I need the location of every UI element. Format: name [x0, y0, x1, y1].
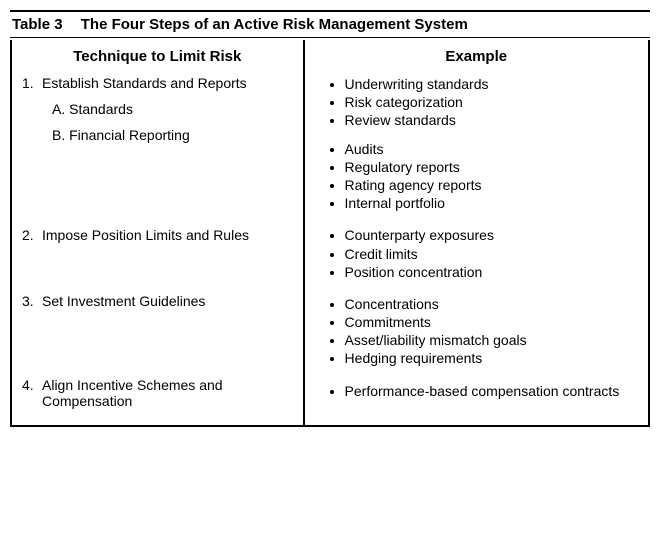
example-item: Performance-based compensation contracts [345, 382, 638, 400]
item-text: Set Investment Guidelines [42, 293, 293, 309]
example-item: Underwriting standards [345, 75, 638, 93]
example-list: Concentrations Commitments Asset/liabili… [315, 295, 638, 368]
example-item: Risk categorization [345, 93, 638, 111]
item-number: 3. [22, 293, 42, 309]
row-2-right: Counterparty exposures Credit limits Pos… [315, 226, 638, 281]
column-technique: Technique to Limit Risk 1. Establish Sta… [12, 40, 305, 425]
example-item: Counterparty exposures [345, 226, 638, 244]
example-list: Underwriting standards Risk categorizati… [315, 75, 638, 130]
row-4-left: 4. Align Incentive Schemes and Compensat… [22, 377, 293, 409]
table-container: Table 3 The Four Steps of an Active Risk… [10, 10, 650, 427]
example-list: Audits Regulatory reports Rating agency … [315, 140, 638, 213]
sub-a: A. Standards [52, 101, 293, 117]
example-item: Credit limits [345, 245, 638, 263]
example-item: Review standards [345, 111, 638, 129]
example-item: Position concentration [345, 263, 638, 281]
example-item: Rating agency reports [345, 176, 638, 194]
item-number: 1. [22, 75, 42, 91]
example-item: Regulatory reports [345, 158, 638, 176]
item-text: Align Incentive Schemes and Compensation [42, 377, 293, 409]
header-example: Example [315, 48, 638, 65]
example-item: Internal portfolio [345, 194, 638, 212]
example-item: Hedging requirements [345, 349, 638, 367]
row-3-right: Concentrations Commitments Asset/liabili… [315, 295, 638, 368]
header-technique: Technique to Limit Risk [22, 48, 293, 65]
item-text: Impose Position Limits and Rules [42, 227, 293, 243]
item-text: Establish Standards and Reports [42, 75, 293, 91]
example-list: Performance-based compensation contracts [315, 382, 638, 400]
column-example: Example Underwriting standards Risk cate… [305, 40, 648, 425]
table-number: Table 3 [12, 16, 63, 33]
row-1-left: 1. Establish Standards and Reports A. St… [22, 75, 293, 213]
row-1-right: Underwriting standards Risk categorizati… [315, 75, 638, 212]
example-item: Concentrations [345, 295, 638, 313]
table-title: The Four Steps of an Active Risk Managem… [81, 16, 468, 33]
item-number: 4. [22, 377, 42, 409]
item-number: 2. [22, 227, 42, 243]
example-item: Asset/liability mismatch goals [345, 331, 638, 349]
technique-item: 1. Establish Standards and Reports [22, 75, 293, 91]
technique-item: 3. Set Investment Guidelines [22, 293, 293, 309]
sub-b: B. Financial Reporting [52, 127, 293, 143]
row-2-left: 2. Impose Position Limits and Rules [22, 227, 293, 279]
table-grid: Technique to Limit Risk 1. Establish Sta… [10, 40, 650, 427]
example-item: Commitments [345, 313, 638, 331]
row-3-left: 3. Set Investment Guidelines [22, 293, 293, 363]
table-title-row: Table 3 The Four Steps of an Active Risk… [10, 10, 650, 38]
row-4-right: Performance-based compensation contracts [315, 382, 638, 400]
example-list: Counterparty exposures Credit limits Pos… [315, 226, 638, 281]
example-item: Audits [345, 140, 638, 158]
technique-item: 2. Impose Position Limits and Rules [22, 227, 293, 243]
technique-item: 4. Align Incentive Schemes and Compensat… [22, 377, 293, 409]
